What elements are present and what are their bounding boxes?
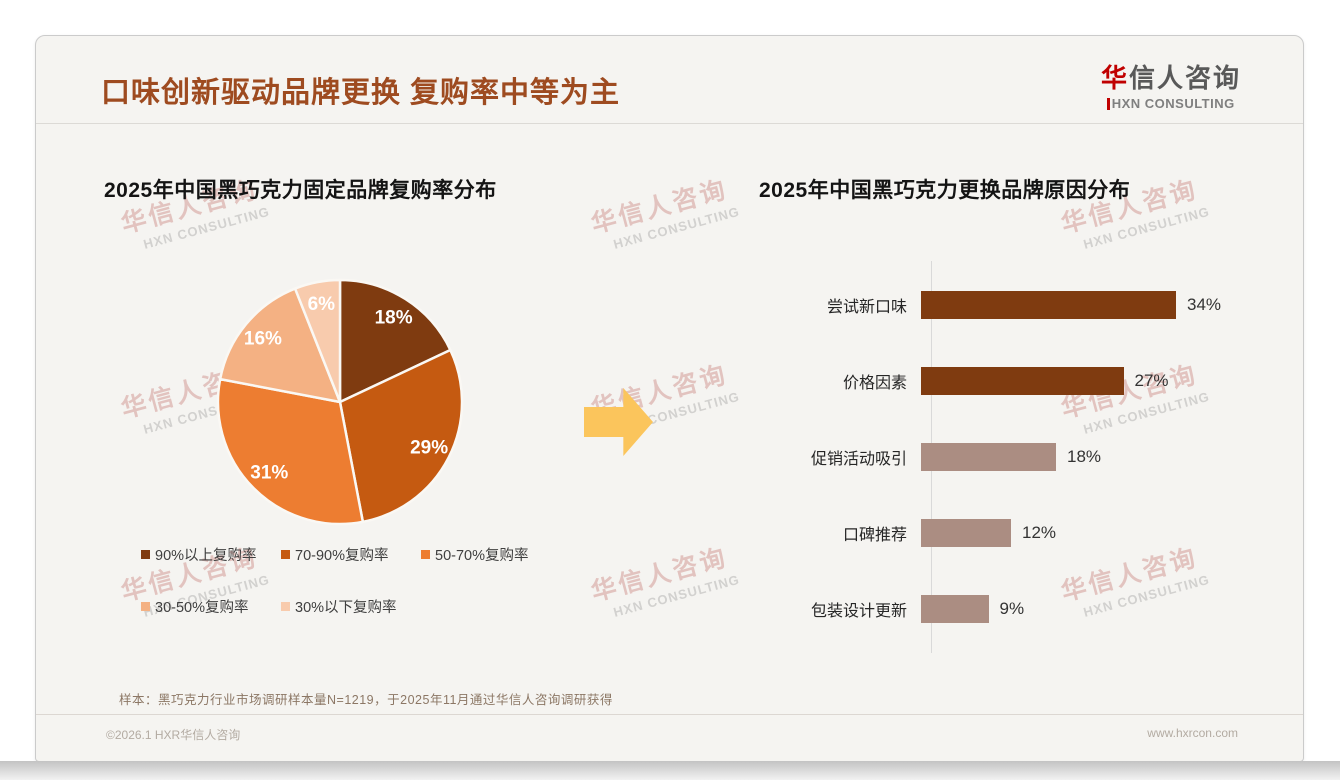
legend-item: 30-50%复购率	[141, 596, 281, 617]
bar-category-label: 口碑推荐	[842, 527, 907, 544]
brand-red-tick	[1107, 97, 1111, 110]
bar-value-label: 9%	[999, 599, 1025, 618]
pie-legend: 90%以上复购率 70-90%复购率 50-70%复购率 30-50%复购率 30%以下…	[141, 544, 571, 617]
legend-swatch	[281, 602, 290, 611]
brand-subtitle: HXN CONSULTING	[1101, 96, 1241, 111]
pie-slice	[216, 377, 365, 526]
legend-swatch	[421, 550, 430, 559]
pie-slice-label: 16%	[244, 328, 282, 349]
legend-item: 90%以上复购率	[141, 544, 281, 565]
footer-divider	[36, 714, 1303, 715]
pie-slice-label: 6%	[308, 294, 336, 315]
bar-chart-title: 2025年中国黑巧克力更换品牌原因分布	[759, 179, 1131, 202]
brand-logo: 华信人咨询 HXN CONSULTING	[1101, 58, 1241, 111]
copyright: ©2026.1 HXR华信人咨询	[106, 728, 241, 742]
legend-label: 70-90%复购率	[295, 548, 389, 564]
legend-item: 70-90%复购率	[281, 544, 421, 565]
legend-item: 50-70%复购率	[421, 544, 571, 565]
pie-slice-label: 29%	[410, 437, 448, 458]
legend-label: 30%以下复购率	[295, 600, 397, 616]
bar	[921, 291, 1176, 319]
bottom-strip	[0, 761, 1340, 780]
bar-chart: 尝试新口味 34% 价格因素 27% 促销活动吸引 18% 口碑推荐 12% 包装设计更新 9%	[796, 261, 1266, 653]
bar-value-label: 18%	[1067, 447, 1102, 466]
bar-category-label: 促销活动吸引	[810, 451, 907, 468]
bar	[921, 595, 989, 623]
brand-name: 华信人咨询	[1101, 58, 1241, 95]
bar-row: 尝试新口味 34%	[796, 291, 1266, 319]
pie-slice	[293, 278, 342, 404]
arrow-right-icon	[584, 388, 653, 456]
brand-name-accent: 华	[1100, 63, 1129, 93]
bar-row: 价格因素 27%	[796, 367, 1266, 395]
pie-slice	[338, 278, 452, 404]
pie-slice	[338, 348, 464, 524]
pie-svg: 18% 29% 31% 16% 6%	[216, 278, 464, 526]
bar-value-label: 34%	[1187, 295, 1222, 314]
bar-category-label: 包装设计更新	[810, 603, 907, 620]
footnote: 样本：黑巧克力行业市场调研样本量N=1219，于2025年11月通过华信人咨询调…	[119, 693, 613, 707]
legend-swatch	[281, 550, 290, 559]
legend-label: 90%以上复购率	[155, 548, 257, 564]
bar-value-label: 12%	[1022, 523, 1057, 542]
bar-row: 促销活动吸引 18%	[796, 443, 1266, 471]
slide-card: 华信人咨询 HXN CONSULTING 华信人咨询 HXN CONSULTING 华信…	[35, 35, 1304, 762]
pie-slice-label: 18%	[375, 308, 413, 329]
legend-label: 50-70%复购率	[435, 548, 529, 564]
page-title: 口味创新驱动品牌更换 复购率中等为主	[101, 77, 621, 109]
pie-slice	[218, 287, 342, 404]
website-link: www.hxrcon.com	[1147, 726, 1238, 740]
header: 口味创新驱动品牌更换 复购率中等为主 华信人咨询 HXN CONSULTING	[36, 36, 1303, 124]
pie-slice-label: 31%	[250, 463, 288, 484]
pie-chart: 18% 29% 31% 16% 6%	[195, 257, 485, 547]
bar-row: 包装设计更新 9%	[796, 595, 1266, 623]
bar-value-label: 27%	[1134, 371, 1169, 390]
bar	[921, 519, 1011, 547]
legend-item: 30%以下复购率	[281, 596, 421, 617]
brand-name-rest: 信人咨询	[1128, 63, 1241, 93]
legend-swatch	[141, 550, 150, 559]
bar	[921, 367, 1124, 395]
bar-row: 口碑推荐 12%	[796, 519, 1266, 547]
bar-category-label: 价格因素	[842, 375, 907, 392]
legend-swatch	[141, 602, 150, 611]
legend-label: 30-50%复购率	[155, 600, 249, 616]
bar	[921, 443, 1056, 471]
bar-category-label: 尝试新口味	[826, 299, 907, 316]
pie-chart-title: 2025年中国黑巧克力固定品牌复购率分布	[104, 179, 497, 202]
